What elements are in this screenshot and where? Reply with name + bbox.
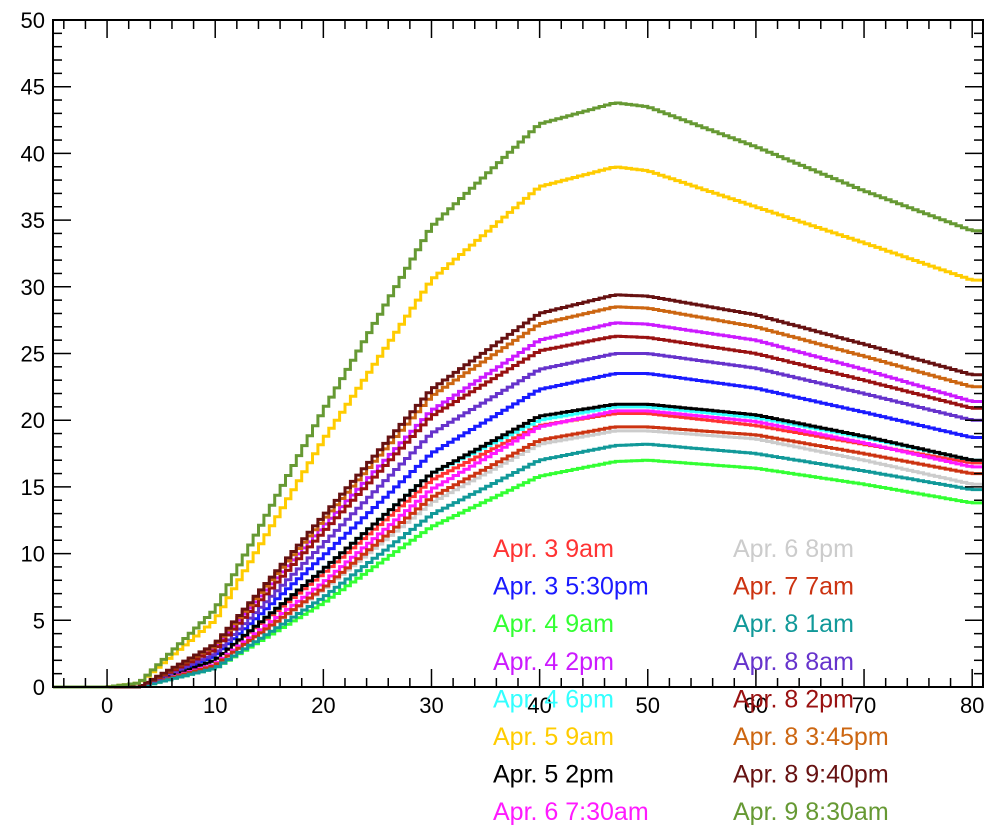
series-line-7	[53, 402, 983, 689]
y-tick-label: 50	[21, 8, 45, 33]
series-line-11	[53, 442, 983, 689]
x-tick-label: 60	[744, 693, 768, 718]
series-line-2	[53, 372, 983, 689]
series-line-15	[53, 293, 983, 689]
y-tick-label: 25	[21, 342, 45, 367]
series-line-8	[53, 409, 983, 689]
legend-entry-4: Apr. 4 2pm	[493, 648, 614, 676]
legend-entry-8: Apr. 6 7:30am	[493, 798, 649, 825]
x-tick-label: 10	[203, 693, 227, 718]
legend-entry-5: Apr. 4 6pm	[493, 685, 614, 713]
axes-layer: 0 10 20 30 40 50 60 70 80 0 5 10 15 20 25 30 35 40 45 50	[21, 8, 985, 718]
series-line-6	[53, 165, 983, 689]
y-tick-label: 20	[21, 408, 45, 433]
legend-entry-16: Apr. 9 8:30am	[733, 798, 889, 825]
legend-entry-1: Apr. 3 9am	[493, 535, 614, 563]
x-tick-label: 40	[527, 693, 551, 718]
x-tick-label: 50	[636, 693, 660, 718]
series-line-16	[53, 101, 983, 689]
y-tick-label: 45	[21, 75, 45, 100]
legend: Apr. 3 9am Apr. 3 5:30pm Apr. 4 9am Apr. 4 …	[493, 535, 889, 825]
y-tick-label: 40	[21, 141, 45, 166]
legend-entry-10: Apr. 7 7am	[733, 573, 854, 601]
x-tick-label: 0	[101, 693, 113, 718]
y-tick-label: 35	[21, 208, 45, 233]
legend-entry-15: Apr. 8 9:40pm	[733, 761, 889, 789]
legend-entry-11: Apr. 8 1am	[733, 610, 854, 638]
series-line-10	[53, 425, 983, 689]
legend-entry-3: Apr. 4 9am	[493, 610, 614, 638]
x-tick-label: 80	[960, 693, 984, 718]
legend-entry-7: Apr. 5 2pm	[493, 761, 614, 789]
legend-entry-9: Apr. 6 8pm	[733, 535, 854, 563]
series-line-12	[53, 352, 983, 689]
legend-entry-6: Apr. 5 9am	[493, 723, 614, 751]
y-tick-label: 5	[33, 608, 45, 633]
legend-entry-2: Apr. 3 5:30pm	[493, 573, 649, 601]
y-tick-label: 0	[33, 675, 45, 700]
y-tick-label: 30	[21, 275, 45, 300]
series-layer	[53, 101, 983, 689]
legend-entry-12: Apr. 8 8am	[733, 648, 854, 676]
legend-entry-14: Apr. 8 3:45pm	[733, 723, 889, 751]
x-tick-label: 70	[852, 693, 876, 718]
legend-entry-13: Apr. 8 2pm	[733, 685, 854, 713]
series-line-13	[53, 334, 983, 689]
y-tick-label: 10	[21, 542, 45, 567]
x-tick-label: 20	[311, 693, 335, 718]
y-tick-label: 15	[21, 475, 45, 500]
x-tick-label: 30	[419, 693, 443, 718]
